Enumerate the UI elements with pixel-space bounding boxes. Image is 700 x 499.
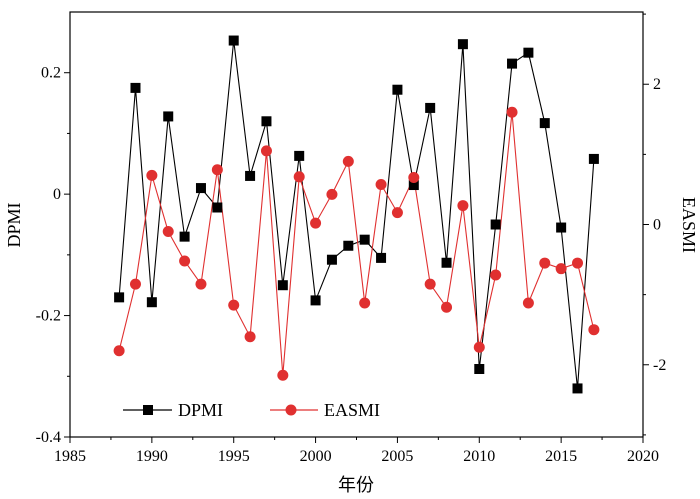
data-point-dpmi bbox=[130, 82, 141, 93]
data-point-dpmi bbox=[179, 231, 190, 242]
y2-tick-label: 2 bbox=[653, 76, 661, 93]
data-point-dpmi bbox=[588, 153, 599, 164]
data-point-dpmi bbox=[228, 35, 239, 46]
data-point-dpmi bbox=[261, 116, 272, 127]
x-tick-label: 2015 bbox=[545, 448, 577, 465]
data-point-easmi bbox=[277, 369, 289, 381]
data-point-dpmi bbox=[507, 58, 518, 69]
data-point-dpmi bbox=[474, 364, 485, 374]
data-point-dpmi bbox=[343, 240, 354, 251]
data-point-easmi bbox=[490, 269, 502, 281]
data-point-easmi bbox=[375, 179, 387, 191]
legend-marker-easmi bbox=[285, 404, 297, 416]
data-point-easmi bbox=[441, 301, 453, 313]
data-point-easmi bbox=[146, 169, 158, 181]
data-point-dpmi bbox=[441, 257, 452, 268]
data-point-dpmi bbox=[212, 202, 223, 213]
data-point-easmi bbox=[342, 155, 354, 167]
x-tick-label: 1990 bbox=[136, 448, 168, 465]
data-point-easmi bbox=[228, 299, 240, 311]
data-point-dpmi bbox=[326, 254, 337, 265]
data-point-dpmi bbox=[163, 111, 174, 122]
x-tick-label: 1995 bbox=[218, 448, 250, 465]
data-point-dpmi bbox=[425, 102, 436, 113]
x-tick-label: 2010 bbox=[463, 448, 495, 465]
data-point-easmi bbox=[244, 331, 256, 343]
data-point-dpmi bbox=[457, 39, 468, 50]
x-tick-label: 1985 bbox=[54, 448, 86, 465]
data-point-easmi bbox=[260, 145, 272, 157]
data-point-dpmi bbox=[310, 295, 321, 306]
y-tick-label: 0.2 bbox=[41, 65, 61, 82]
y2-axis-title: EASMI bbox=[679, 197, 699, 253]
data-point-dpmi bbox=[359, 234, 370, 245]
legend-label-dpmi: DPMI bbox=[178, 400, 223, 420]
x-tick-label: 2000 bbox=[300, 448, 332, 465]
data-point-easmi bbox=[391, 207, 403, 219]
data-point-easmi bbox=[310, 217, 322, 229]
y-axis-title: DPMI bbox=[4, 202, 24, 247]
series-layer bbox=[113, 35, 600, 394]
data-point-dpmi bbox=[146, 297, 157, 308]
legend-marker-dpmi bbox=[143, 405, 153, 415]
data-point-easmi bbox=[211, 164, 223, 176]
data-point-easmi bbox=[113, 345, 125, 357]
data-point-easmi bbox=[588, 324, 600, 336]
data-point-easmi bbox=[539, 257, 551, 269]
data-point-easmi bbox=[424, 278, 436, 290]
series-line-easmi bbox=[118, 112, 595, 376]
x-tick-label: 2005 bbox=[381, 448, 413, 465]
data-point-dpmi bbox=[556, 222, 567, 233]
data-point-easmi bbox=[555, 263, 567, 275]
y-tick-label: 0 bbox=[53, 186, 61, 203]
data-point-easmi bbox=[506, 106, 518, 118]
data-point-dpmi bbox=[523, 47, 534, 58]
series-line-dpmi bbox=[118, 40, 595, 389]
data-point-easmi bbox=[408, 172, 420, 184]
data-point-dpmi bbox=[408, 180, 419, 191]
y2-tick-label: -2 bbox=[653, 357, 666, 374]
data-point-easmi bbox=[129, 278, 141, 290]
axes-layer: 1985 1990 1995 2000 2005 2010 2015 2020 -0.4 -0.2… bbox=[36, 13, 666, 465]
data-point-easmi bbox=[457, 200, 469, 212]
data-point-dpmi bbox=[114, 292, 125, 303]
y-tick-label: -0.4 bbox=[36, 429, 61, 446]
data-point-easmi bbox=[326, 188, 338, 200]
x-tick-label: 2020 bbox=[627, 448, 659, 465]
y2-tick-label: 0 bbox=[653, 217, 661, 234]
data-point-dpmi bbox=[572, 383, 583, 394]
data-point-dpmi bbox=[490, 219, 501, 230]
data-point-dpmi bbox=[277, 280, 288, 291]
data-point-dpmi bbox=[294, 150, 305, 161]
legend: DPMI EASMI bbox=[123, 400, 380, 420]
data-point-dpmi bbox=[376, 252, 387, 263]
y-tick-label: -0.2 bbox=[36, 308, 61, 325]
data-point-easmi bbox=[359, 297, 371, 309]
data-point-easmi bbox=[572, 257, 584, 269]
data-point-easmi bbox=[179, 255, 191, 267]
data-point-dpmi bbox=[245, 170, 256, 181]
data-point-easmi bbox=[473, 341, 485, 353]
x-axis-title: 年份 bbox=[338, 475, 374, 495]
data-point-dpmi bbox=[539, 118, 550, 129]
data-point-easmi bbox=[293, 171, 305, 183]
data-point-easmi bbox=[522, 297, 534, 309]
data-point-easmi bbox=[195, 278, 207, 290]
legend-label-easmi: EASMI bbox=[324, 400, 380, 420]
data-point-easmi bbox=[162, 226, 174, 238]
data-point-dpmi bbox=[392, 84, 403, 95]
data-point-dpmi bbox=[195, 183, 206, 194]
